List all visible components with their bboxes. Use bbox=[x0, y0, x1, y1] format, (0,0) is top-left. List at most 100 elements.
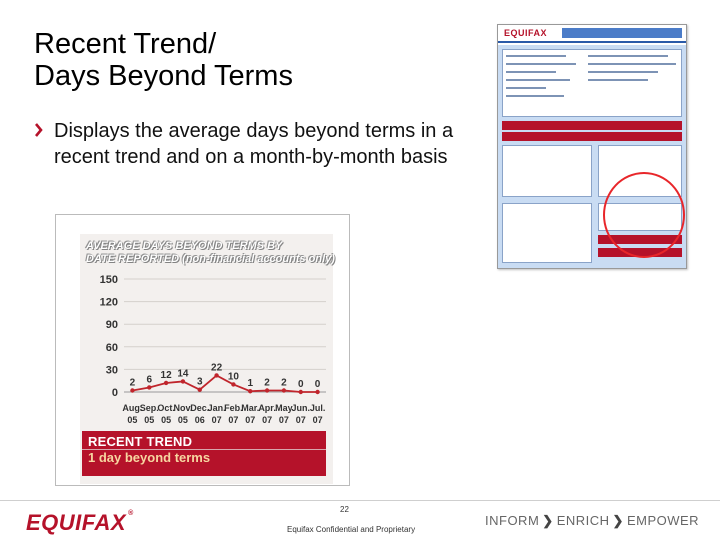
chart-title-line-2: DATE REPORTED (non-financial accounts on… bbox=[86, 253, 335, 265]
tagline: INFORM ❯ ENRICH ❯ EMPOWER bbox=[485, 513, 699, 529]
x-tick-label-year: 07 bbox=[245, 415, 255, 425]
data-point bbox=[248, 389, 253, 394]
data-point bbox=[264, 388, 270, 393]
recent-trend-title: RECENT TREND bbox=[88, 434, 193, 449]
slide-title-line-1: Recent Trend/ bbox=[34, 28, 217, 60]
data-point bbox=[163, 380, 169, 386]
data-point bbox=[197, 387, 202, 392]
x-tick-label-year: 07 bbox=[279, 415, 289, 425]
x-tick-label-year: 07 bbox=[262, 415, 272, 425]
bullet-point: Displays the average days beyond terms i… bbox=[34, 118, 474, 170]
x-tick-label-month: Mar. bbox=[241, 403, 259, 413]
highlight-circle bbox=[603, 172, 685, 258]
x-tick-label-month: Jan. bbox=[208, 403, 226, 413]
data-label: 6 bbox=[146, 374, 152, 385]
chevron-right-icon bbox=[35, 123, 43, 137]
x-tick-label-year: 05 bbox=[144, 415, 154, 425]
registered-mark: ® bbox=[128, 510, 134, 517]
data-point bbox=[231, 382, 236, 387]
thumbnail-header: EQUIFAX bbox=[498, 25, 686, 43]
data-label: 0 bbox=[298, 379, 304, 390]
x-tick-label-year: 06 bbox=[195, 415, 205, 425]
data-label: 10 bbox=[228, 371, 240, 382]
data-label: 22 bbox=[211, 362, 223, 373]
recent-trend-box: RECENT TREND 1 day beyond terms bbox=[82, 431, 326, 476]
thumbnail-logo: EQUIFAX bbox=[504, 28, 548, 38]
recent-trend-value: 1 day beyond terms bbox=[88, 450, 211, 465]
x-tick-label-month: Dec. bbox=[190, 403, 209, 413]
y-tick-label: 30 bbox=[106, 364, 118, 376]
footer-logo: EQUIFAX ® bbox=[26, 510, 134, 536]
thumbnail-payment-box bbox=[502, 203, 592, 263]
chart-title-line-1: AVERAGE DAYS BEYOND TERMS BY bbox=[86, 240, 283, 252]
thumbnail-text-line bbox=[506, 55, 566, 57]
y-tick-label: 0 bbox=[112, 387, 118, 399]
y-tick-label: 60 bbox=[106, 342, 118, 354]
chevron-right-icon: ❯ bbox=[612, 513, 624, 528]
x-tick-label-year: 07 bbox=[296, 415, 306, 425]
data-label: 2 bbox=[130, 377, 136, 388]
thumbnail-table-box bbox=[502, 145, 592, 197]
x-tick-label-month: Jun. bbox=[291, 403, 310, 413]
x-tick-label-month: Aug. bbox=[122, 403, 142, 413]
data-label: 12 bbox=[161, 370, 173, 381]
thumbnail-info-box bbox=[502, 49, 682, 117]
thumbnail-score-bar bbox=[502, 132, 682, 141]
x-tick-label-month: Jul. bbox=[310, 403, 326, 413]
thumbnail-text-line bbox=[588, 63, 676, 65]
y-tick-label: 150 bbox=[100, 274, 118, 286]
data-label: 2 bbox=[281, 377, 287, 388]
slide-title: Recent Trend/ Days Beyond Terms bbox=[34, 28, 293, 92]
series-line bbox=[132, 374, 318, 393]
bullet-text: Displays the average days beyond terms i… bbox=[54, 120, 454, 168]
chart-area: 0 30 60 90 120 150 2 Aug. 05 6 Sep. 05 12 Oct. 05 14 Nov… bbox=[80, 234, 335, 484]
thumbnail-header-band bbox=[562, 28, 682, 38]
data-label: 1 bbox=[247, 378, 253, 389]
data-point bbox=[147, 385, 152, 390]
data-point bbox=[130, 388, 135, 393]
y-tick-label: 120 bbox=[100, 297, 118, 309]
thumbnail-text-line bbox=[506, 87, 546, 89]
footer-logo-text: EQUIFAX bbox=[26, 510, 127, 535]
footer-divider bbox=[0, 500, 720, 501]
thumbnail-text-line bbox=[506, 71, 556, 73]
data-label: 3 bbox=[197, 377, 203, 388]
x-tick-label-year: 05 bbox=[178, 415, 188, 425]
thumbnail-text-line bbox=[588, 55, 668, 57]
tagline-inform: INFORM bbox=[485, 513, 540, 528]
x-tick-label-month: Feb. bbox=[224, 403, 243, 413]
data-label: 14 bbox=[177, 368, 189, 379]
recent-trend-divider bbox=[82, 449, 326, 450]
data-point bbox=[315, 389, 320, 395]
x-tick-label-month: May bbox=[275, 403, 293, 413]
dbt-chart-panel: 0 30 60 90 120 150 2 Aug. 05 6 Sep. 05 12 Oct. 05 14 Nov… bbox=[55, 214, 350, 486]
data-point bbox=[180, 379, 186, 384]
thumbnail-text-line bbox=[506, 79, 570, 81]
data-label: 0 bbox=[315, 379, 321, 390]
y-tick-label: 90 bbox=[106, 319, 118, 331]
tagline-empower: EMPOWER bbox=[626, 513, 700, 528]
thumbnail-text-line bbox=[588, 79, 648, 81]
thumbnail-score-bar bbox=[502, 121, 682, 130]
x-tick-label-month: Apr. bbox=[258, 403, 276, 413]
thumbnail-text-line bbox=[588, 71, 658, 73]
chevron-right-icon: ❯ bbox=[542, 513, 554, 528]
x-tick-label-year: 07 bbox=[212, 415, 222, 425]
thumbnail-text-line bbox=[506, 95, 564, 97]
x-tick-label-month: Nov. bbox=[173, 403, 192, 413]
confidential-notice: Equifax Confidential and Proprietary bbox=[287, 525, 416, 534]
x-tick-label-month: Sep. bbox=[140, 403, 159, 413]
data-point bbox=[298, 389, 303, 395]
data-label: 2 bbox=[264, 377, 270, 388]
tagline-enrich: ENRICH bbox=[556, 513, 610, 528]
slide-title-line-2: Days Beyond Terms bbox=[34, 60, 293, 92]
page-number: 22 bbox=[340, 505, 349, 514]
dbt-line-chart: 03060901201502Aug.056Sep.0512Oct.0514Nov… bbox=[100, 274, 326, 425]
x-tick-label-month: Oct. bbox=[157, 403, 175, 413]
data-point bbox=[281, 388, 287, 393]
thumbnail-text-line bbox=[506, 63, 576, 65]
x-tick-label-year: 05 bbox=[127, 415, 137, 425]
chart-title: AVERAGE DAYS BEYOND TERMS BY DATE REPORT… bbox=[86, 240, 335, 266]
data-point bbox=[214, 373, 219, 378]
x-tick-label-year: 07 bbox=[228, 415, 238, 425]
